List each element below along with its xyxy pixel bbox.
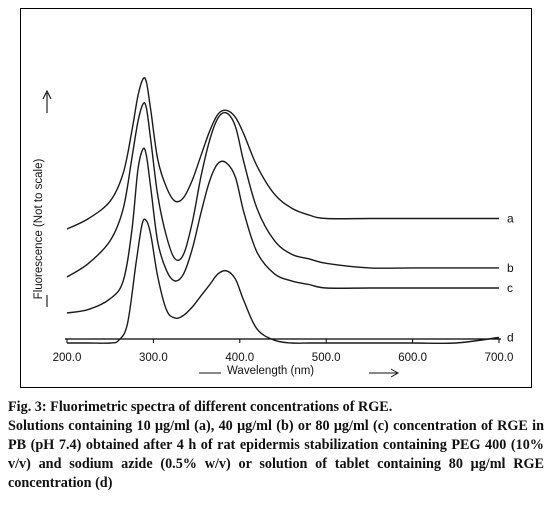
x-tick-label: 600.0 xyxy=(398,352,427,364)
x-label-arrow-head xyxy=(390,368,400,378)
x-tick-label: 400.0 xyxy=(225,352,254,364)
figure-caption: Fig. 3: Fluorimetric spectra of differen… xyxy=(8,398,544,493)
series-label-d: d xyxy=(507,330,514,344)
series-line-d xyxy=(67,218,500,345)
x-axis-label: Wavelength (nm) xyxy=(227,365,315,377)
y-axis-label: Fluorescence (Not to scale) xyxy=(33,158,45,300)
series-label-b: b xyxy=(507,261,514,275)
y-axis-arrow-head xyxy=(42,89,52,100)
series-label-c: c xyxy=(507,281,513,295)
series-line-c xyxy=(66,147,499,314)
caption-title: Fig. 3: Fluorimetric spectra of differen… xyxy=(8,399,393,415)
figure-frame: 200.0 300.0 400.0 500.0 600.0 700.0 a b c d Fluor… xyxy=(20,8,532,388)
x-tick-label: 700.0 xyxy=(485,352,514,364)
series-label-a: a xyxy=(507,212,514,226)
series-line-b xyxy=(66,102,499,278)
caption-body: Solutions containing 10 μg/ml (a), 40 μg… xyxy=(8,418,544,491)
x-tick-label: 300.0 xyxy=(139,352,168,364)
chart-plot: 200.0 300.0 400.0 500.0 600.0 700.0 a bc d xyxy=(42,77,514,378)
x-tick-label: 500.0 xyxy=(312,352,341,364)
series-line-a xyxy=(66,77,499,230)
y-axis-label-container: Fluorescence (Not to scale) xyxy=(29,109,49,349)
x-tick-label: 200.0 xyxy=(53,352,82,364)
